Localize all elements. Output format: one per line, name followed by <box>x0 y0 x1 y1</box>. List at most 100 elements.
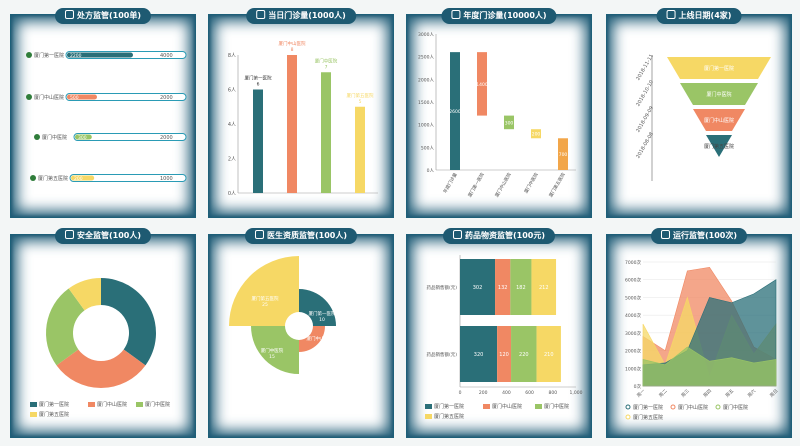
legend-swatch <box>483 404 490 409</box>
rose-slice <box>299 289 336 326</box>
panel-title: 年度门诊量(10000人) <box>441 8 557 24</box>
progress-track <box>73 133 187 141</box>
panel-title: 药品物资监管(100元) <box>442 228 556 244</box>
waterfall-bar <box>477 52 487 116</box>
bar <box>287 55 297 193</box>
progress-value: 200 <box>74 176 83 182</box>
legend-swatch <box>425 404 432 409</box>
y-tick-label: 6000次 <box>625 277 641 284</box>
stacked-bar-segment <box>495 259 511 315</box>
legend-swatch <box>136 402 143 407</box>
shield-icon <box>64 230 74 239</box>
x-tick-label: 厦门第一医院 <box>466 171 486 198</box>
waterfall-bar <box>558 138 568 170</box>
panel-title-text: 运行监管(100次) <box>672 231 738 240</box>
x-tick-label: 周一 <box>636 388 647 399</box>
chart-icon <box>451 10 461 19</box>
y-tick-label: 4000次 <box>625 312 641 319</box>
funnel-segment <box>680 83 758 105</box>
area-series <box>642 346 777 387</box>
progress-max-label: 4000 <box>160 53 173 59</box>
legend-swatch <box>425 414 432 419</box>
bar-category-label: 厦门中医院 <box>42 134 67 141</box>
progress-track <box>69 174 187 182</box>
progress-max-label: 1000 <box>160 176 173 182</box>
legend-label: 厦门第五医院 <box>434 413 464 420</box>
hospital-dot <box>26 52 32 58</box>
rose-value: 5 <box>319 342 322 348</box>
waterfall-bar <box>531 129 541 139</box>
bar-value-label: 700 <box>559 152 568 158</box>
bar-value-label: 320 <box>474 352 484 358</box>
x-tick-label: 厦门第五医院 <box>547 171 567 198</box>
bar <box>355 106 365 193</box>
bar-data-label: 厦门中医院 <box>315 57 338 64</box>
y-category-label: 药品销售额(元) <box>426 351 457 358</box>
y-tick-label: 1000次 <box>625 365 641 372</box>
panel-title: 运行监管(100次) <box>650 228 748 244</box>
y-tick-label: 0人 <box>228 191 236 197</box>
rose-slice <box>251 326 299 374</box>
y-tick-label: 500人 <box>421 145 435 151</box>
funnel-label: 厦门中医院 <box>706 91 731 98</box>
rose-value: 15 <box>269 354 275 360</box>
legend-label: 厦门中医院 <box>723 404 748 411</box>
y-tick-label: 2人 <box>228 157 236 163</box>
stacked-bar-segment <box>460 259 496 315</box>
legend-swatch <box>535 404 542 409</box>
y-tick-label: 0人 <box>427 168 435 174</box>
legend-label: 厦门中医院 <box>544 403 569 410</box>
prescription-icon <box>64 10 74 19</box>
bar-value-label: 6 <box>257 82 260 88</box>
panel-title: 医生资质监管(100人) <box>244 228 358 244</box>
x-tick-label: 周日 <box>769 388 780 399</box>
panel-title-text: 处方监管(100单) <box>76 11 142 20</box>
panel-title-text: 当日门诊量(1000人) <box>268 11 346 20</box>
bar <box>253 89 263 193</box>
legend-label: 厦门中山医院 <box>492 403 522 410</box>
x-tick-label: 周五 <box>724 388 735 399</box>
rose-label: 厦门第五医院 <box>252 295 279 302</box>
bar-value-label: 210 <box>544 352 554 358</box>
bar-category-label: 厦门第五医院 <box>38 175 68 182</box>
donut-slice <box>56 349 146 388</box>
panel-title-text: 药品物资监管(100元) <box>464 231 546 240</box>
bar-category-label: 厦门中山医院 <box>34 94 64 101</box>
bar-value-label: 1400 <box>476 82 488 88</box>
x-tick-label: 800 <box>549 390 558 396</box>
x-tick-label: 600 <box>525 390 534 396</box>
panel-title: 上线日期(4家) <box>656 8 742 24</box>
bar-value-label: 120 <box>499 352 509 358</box>
stacked-bar-segment <box>510 259 532 315</box>
x-tick-label: 年度门诊量 <box>441 171 459 194</box>
bar-data-label: 厦门第一医院 <box>245 75 272 82</box>
progress-fill <box>71 175 95 181</box>
progress-fill <box>75 134 92 140</box>
legend-swatch <box>30 402 37 407</box>
panel-title-text: 上线日期(4家) <box>678 11 732 20</box>
panel-title-text: 医生资质监管(100人) <box>266 231 348 240</box>
panel-annual-visits: 年度门诊量(10000人) <box>406 8 592 218</box>
donut-slice <box>46 288 85 366</box>
legend-label: 厦门第一医院 <box>434 403 464 410</box>
bar-value-label: 132 <box>498 285 508 291</box>
y-tick-label: 4人 <box>228 122 236 128</box>
y-tick-label: 7000次 <box>625 259 641 266</box>
rose-slice <box>299 326 325 352</box>
progress-fill <box>67 52 133 58</box>
bar-data-label: 厦门第五医院 <box>347 92 374 99</box>
x-tick-label: 0 <box>459 390 462 396</box>
stacked-bar-segment <box>460 326 498 382</box>
waterfall-bar <box>450 52 460 171</box>
panel-title: 处方监管(100单) <box>54 8 152 24</box>
bar-category-label: 厦门第一医院 <box>34 52 64 59</box>
funnel-segment <box>706 135 732 157</box>
panel-security: 安全监管(100人) <box>10 228 196 438</box>
y-tick-label: 1000人 <box>418 123 434 129</box>
calendar-icon <box>666 10 676 19</box>
bar-value-label: 2600 <box>449 109 461 115</box>
legend-label: 厦门第五医院 <box>39 411 69 418</box>
legend-label: 厦门第五医院 <box>633 414 663 421</box>
rose-slice <box>229 256 299 326</box>
